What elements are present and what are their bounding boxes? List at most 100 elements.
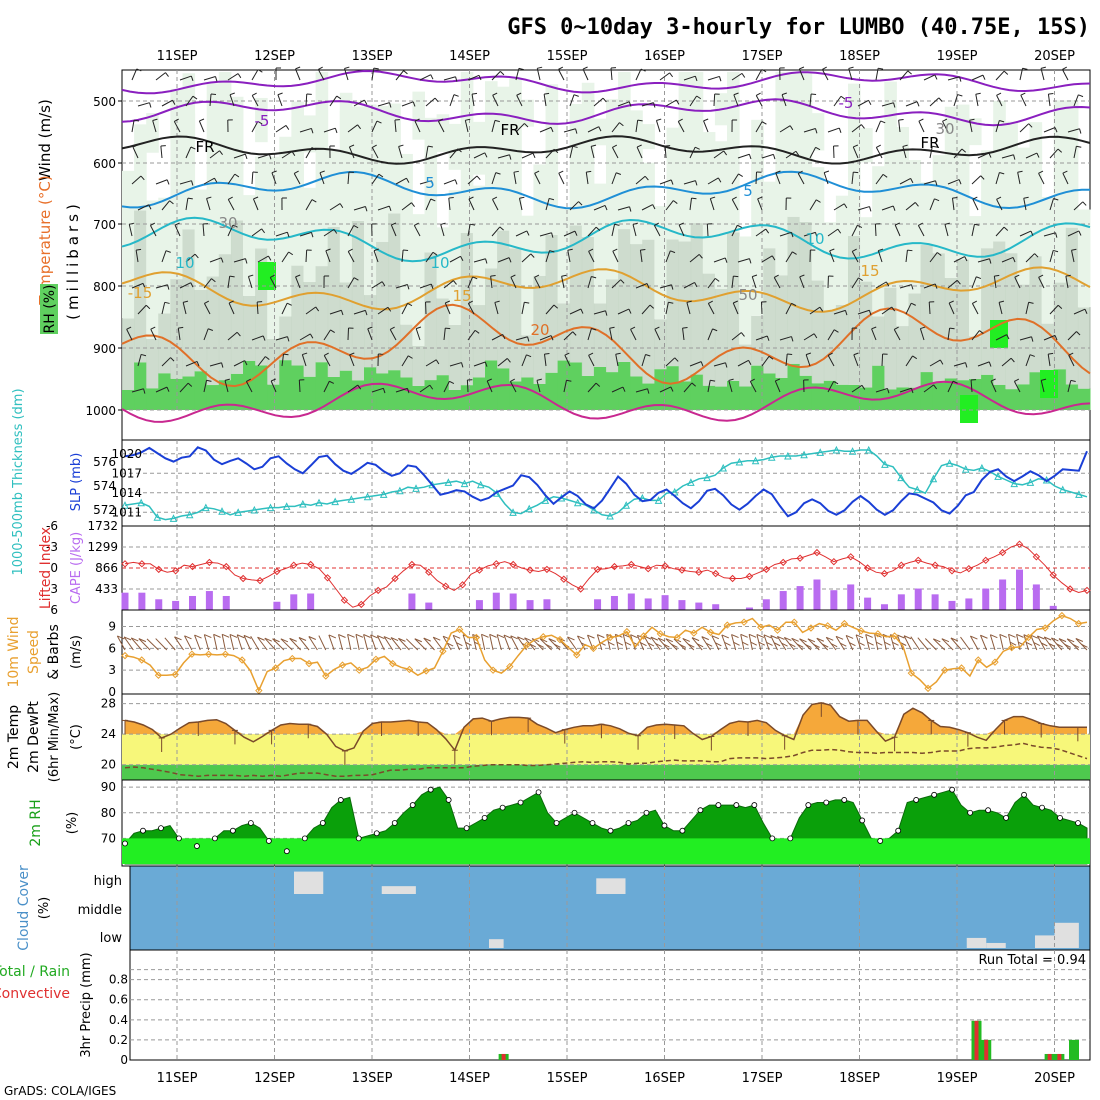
wind-barb: [1038, 277, 1045, 289]
wind-barb: [227, 199, 235, 211]
wind-barb: [398, 146, 403, 159]
wind-barb-flag: [190, 282, 194, 288]
wind-barb: [635, 283, 648, 289]
wind-barb: [367, 328, 373, 341]
wind-barb-flag: [372, 144, 377, 148]
surface-barb-flag: [539, 638, 548, 643]
surface-barb: [116, 635, 126, 651]
wind-barb: [155, 284, 168, 289]
wind-barb: [757, 198, 763, 211]
wind-barb: [1019, 336, 1032, 341]
wind-barb-flag: [588, 352, 594, 356]
wind-barb-flag: [485, 258, 488, 264]
wind-barb-flag: [749, 258, 752, 264]
wind-barb-flag: [833, 329, 839, 333]
wind-barb-flag: [453, 94, 459, 97]
rh-cell: [1029, 124, 1043, 165]
rh-cell: [327, 149, 341, 228]
rh-cell: [194, 289, 208, 372]
temperature-lines: [122, 702, 1088, 777]
surface-barb-flag: [813, 643, 820, 648]
rh-marker: [553, 820, 560, 826]
surface-barb: [691, 637, 703, 651]
bottom-day-labels: 11SEP 12SEP 13SEP 14SEP 15SEP 16SEP 17SEP 18SEP…: [157, 1071, 1076, 1086]
dewpoint-line: [124, 742, 1088, 777]
wind-barb-flag: [691, 382, 696, 387]
surface-barb-flag: [1016, 633, 1024, 638]
wind-barb: [977, 258, 990, 263]
surface-barb: [174, 636, 184, 651]
wind-barb: [683, 75, 696, 81]
ylabel-convective: Convective: [0, 986, 70, 1002]
rh-cell: [521, 215, 534, 336]
slp-thickness-lines: [121, 445, 1088, 522]
wind-barb-flag: [494, 300, 500, 303]
precip-conv-bar: [1057, 1053, 1062, 1060]
rh-cell: [436, 375, 450, 410]
rh-cell: [509, 94, 522, 121]
surface-barb-flag: [308, 636, 317, 640]
surface-barb-flag: [630, 634, 638, 639]
rh-cell: [569, 362, 583, 410]
contour-line: [121, 303, 1091, 388]
wind-barb: [449, 255, 461, 263]
bottom-day-label: 14SEP: [449, 1071, 490, 1086]
surface-barb: [146, 638, 159, 651]
surface-barb: [917, 637, 929, 651]
rh-cell: [908, 293, 922, 388]
wind-barb-flag: [220, 257, 224, 263]
wind-barb: [1062, 172, 1069, 185]
rh-cell: [400, 324, 413, 378]
wind-barb-flag: [167, 284, 170, 290]
wind-barb: [785, 251, 793, 263]
rh-cell: [727, 380, 740, 410]
wind-speed-marker: [506, 662, 514, 671]
wind-barb: [471, 94, 475, 107]
top-day-labels: 11SEP 12SEP 13SEP 14SEP 15SEP 16SEP 17SEP 18SEP…: [157, 49, 1076, 64]
li-marker: [1066, 585, 1074, 593]
surface-barb-flag: [414, 638, 422, 643]
wind-barb: [317, 69, 325, 81]
thickness-tick-label: 572: [93, 503, 116, 517]
surface-barb-flag: [766, 641, 773, 646]
wind-barb-flag: [208, 328, 214, 331]
wind-speed-marker: [171, 670, 179, 679]
wind-barb: [1067, 230, 1080, 237]
rh-cell: [1065, 102, 1079, 228]
top-day-label: 17SEP: [742, 49, 783, 64]
wind-barb-flag: [136, 68, 142, 72]
wind-barb-flag: [414, 222, 419, 226]
surface-barb: [701, 636, 711, 651]
rh-cell: [581, 118, 595, 154]
precip-panel: 0.80.60.40.20 Run Total = 0.94 Total / R…: [0, 949, 1091, 1067]
surface-barb-flag: [184, 635, 192, 640]
wind-barb: [275, 231, 288, 237]
precip-bars: [498, 1020, 1079, 1060]
wind-barb: [491, 333, 503, 341]
surface-barb-flag: [577, 635, 585, 640]
cape-tick-label: 1299: [87, 540, 118, 554]
wind-barb-flag: [142, 283, 146, 289]
wind-barb: [731, 72, 743, 81]
rh-cell: [606, 99, 619, 135]
wind-barb-flag: [526, 230, 530, 236]
surface-barb-flag: [229, 633, 238, 638]
surface-barb: [969, 635, 979, 651]
wind-barb-flag: [914, 202, 919, 207]
li-marker: [948, 567, 956, 575]
wind-barb: [245, 381, 253, 393]
rh-cell: [146, 113, 159, 153]
contour-line: [121, 69, 1091, 95]
wind-barb-flag: [815, 146, 821, 151]
rh-marker: [283, 848, 290, 855]
high-cloud-bar: [381, 886, 416, 894]
surface-barb: [308, 636, 318, 651]
wind-barb-flag: [432, 251, 438, 256]
wind-barb: [401, 101, 414, 107]
wind-barb: [944, 224, 949, 237]
wind-barb-flag: [654, 326, 660, 330]
wind-barb-flag: [632, 222, 638, 225]
surface-barb-flag: [835, 635, 844, 640]
